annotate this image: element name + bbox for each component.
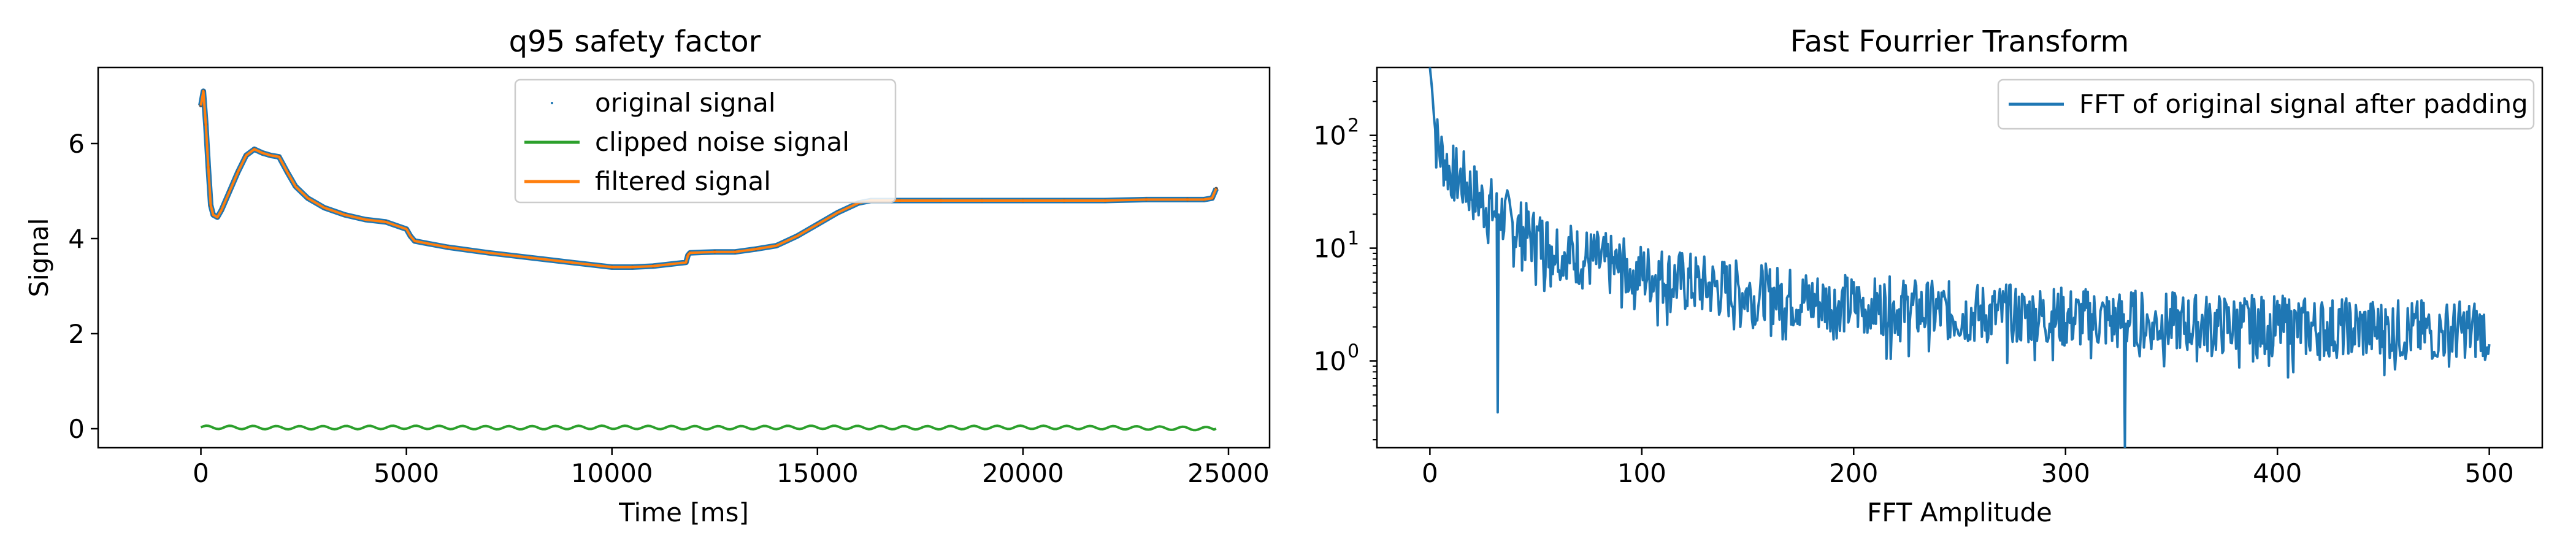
x-axis: 0 5000 10000 15000 20000 25000 <box>193 448 1270 488</box>
legend-box <box>1997 79 2535 130</box>
x-tick-label: 20000 <box>982 458 1064 488</box>
chart-title: Fast Fourrier Transform <box>1790 25 2129 59</box>
plot-frame <box>1376 66 2543 449</box>
y-tick-exponent: 1 <box>1347 228 1359 250</box>
series-layer <box>198 88 1219 432</box>
series-layer <box>1428 67 2491 448</box>
series-clipped-noise <box>200 424 1217 432</box>
x-tick-label: 5000 <box>374 458 439 488</box>
y-tick-label: 4 <box>68 224 85 254</box>
legend: original signal clipped noise signal fil… <box>514 79 897 204</box>
x-axis: 0 100 200 300 400 500 <box>1422 448 2514 488</box>
legend: FFT of original signal after padding <box>1997 79 2535 130</box>
x-tick-label: 15000 <box>776 458 859 488</box>
fft-chart: Fast Fourrier Transform 0 100 200 300 400 500… <box>1314 25 2543 527</box>
legend-label: FFT of original signal after padding <box>2079 89 2528 119</box>
x-tick-label: 200 <box>1829 458 1878 488</box>
y-axis-label: Signal <box>24 218 54 297</box>
x-tick-label: 0 <box>1422 458 1438 488</box>
x-tick-label: 10000 <box>571 458 653 488</box>
x-axis-label: Time [ms] <box>618 497 749 527</box>
legend-marker-original <box>551 102 553 104</box>
y-axis: 0 2 4 6 <box>68 129 98 444</box>
x-tick-label: 500 <box>2465 458 2514 488</box>
chart-title: q95 safety factor <box>509 25 761 59</box>
x-tick-label: 300 <box>2041 458 2090 488</box>
series-filtered <box>199 90 1217 269</box>
legend-label: filtered signal <box>595 166 771 196</box>
x-tick-label: 100 <box>1617 458 1666 488</box>
legend-label: original signal <box>595 88 776 118</box>
y-tick-label: 10 <box>1314 346 1346 376</box>
y-tick-label: 2 <box>68 319 85 349</box>
x-tick-label: 400 <box>2253 458 2302 488</box>
y-tick-exponent: 0 <box>1347 340 1359 362</box>
y-tick-exponent: 2 <box>1347 115 1359 137</box>
plot-frame <box>97 66 1271 449</box>
y-tick-label: 10 <box>1314 121 1346 151</box>
x-tick-label: 25000 <box>1187 458 1270 488</box>
x-axis-label: FFT Amplitude <box>1867 497 2052 527</box>
x-tick-label: 0 <box>193 458 209 488</box>
q95-chart: q95 safety factor 0 5000 10000 15000 20000 25… <box>24 25 1271 527</box>
y-tick-label: 0 <box>68 414 85 444</box>
y-tick-label: 6 <box>68 129 85 159</box>
legend-box <box>514 79 897 204</box>
y-tick-label: 10 <box>1314 234 1346 264</box>
legend-label: clipped noise signal <box>595 127 849 157</box>
series-fft <box>1428 67 2491 448</box>
